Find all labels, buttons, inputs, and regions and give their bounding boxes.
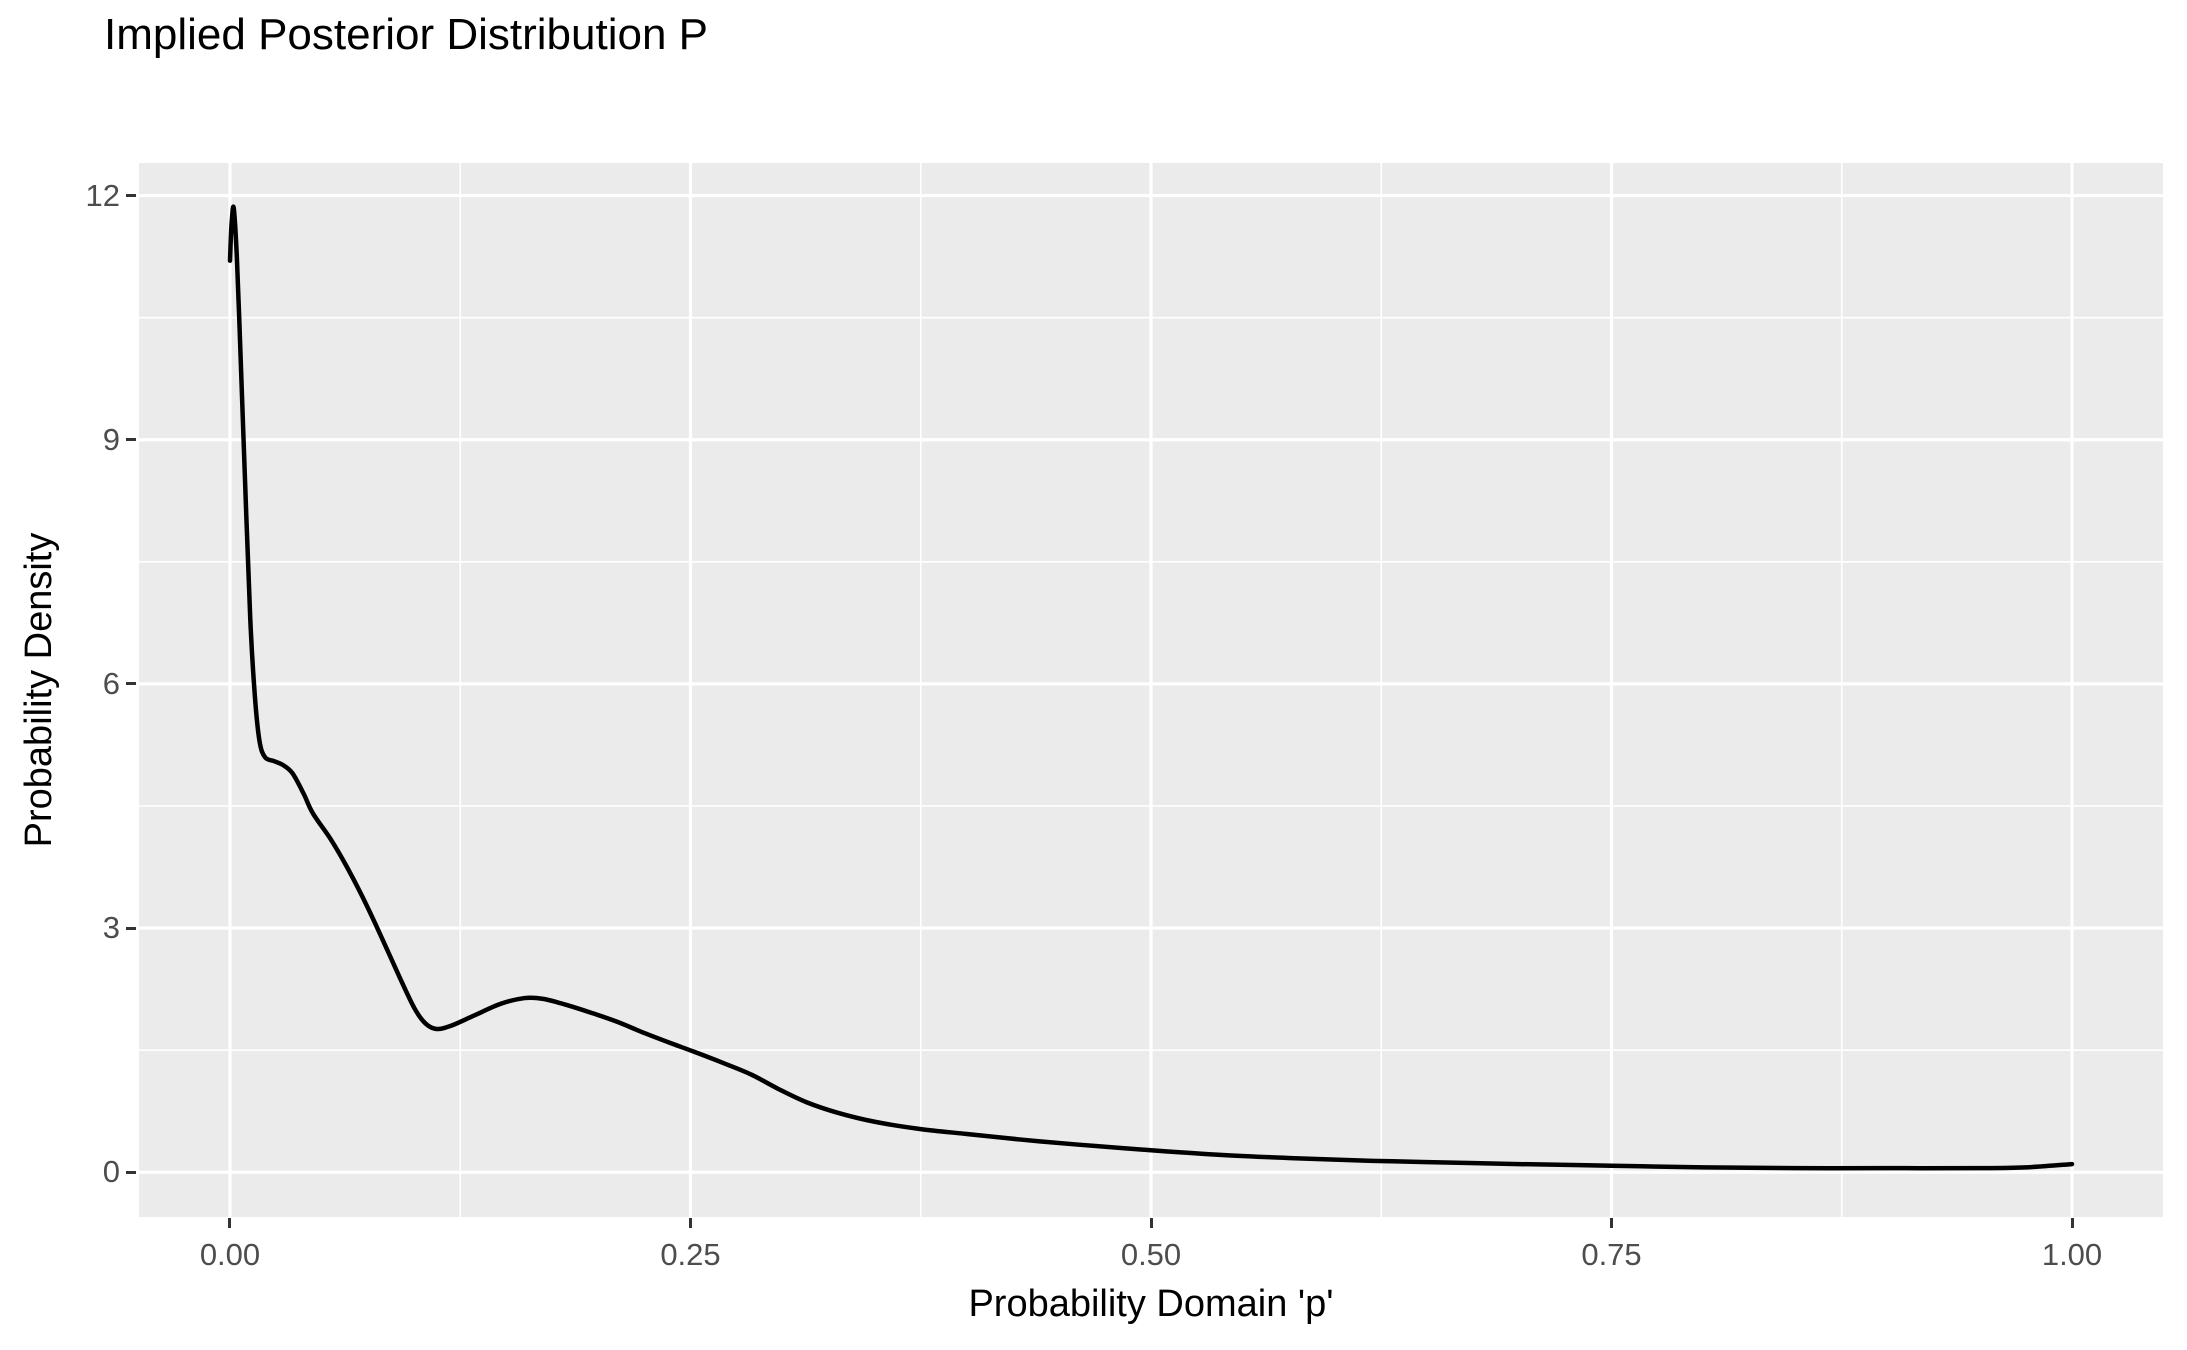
x-tick-label: 0.75 xyxy=(1581,1237,1642,1272)
x-tick-mark xyxy=(2070,1218,2074,1228)
y-tick-label: 12 xyxy=(85,177,120,213)
density-curve xyxy=(227,204,2075,1171)
density-curve-chart xyxy=(139,163,2163,1217)
x-axis-title: Probability Domain 'p' xyxy=(968,1283,1334,1325)
x-tick-mark xyxy=(688,1218,692,1228)
y-tick-label: 9 xyxy=(102,421,120,457)
x-tick-label: 1.00 xyxy=(2041,1237,2103,1272)
y-tick-mark xyxy=(126,1170,136,1174)
y-tick-label: 3 xyxy=(102,910,120,946)
y-tick-mark xyxy=(126,194,136,198)
y-tick-mark xyxy=(126,926,136,930)
plot-panel xyxy=(139,163,2163,1217)
x-tick-label: 0.50 xyxy=(1120,1237,1182,1272)
y-tick-mark xyxy=(126,438,136,442)
x-tick-mark xyxy=(228,1218,232,1228)
plot-title: Implied Posterior Distribution P xyxy=(104,10,709,59)
y-tick-label: 0 xyxy=(102,1154,120,1190)
y-tick-label: 6 xyxy=(102,665,120,701)
x-tick-label: 0.00 xyxy=(199,1237,261,1272)
x-tick-mark xyxy=(1610,1218,1613,1228)
x-tick-label: 0.25 xyxy=(660,1237,721,1272)
x-tick-mark xyxy=(1149,1218,1153,1228)
y-tick-mark xyxy=(126,682,136,686)
